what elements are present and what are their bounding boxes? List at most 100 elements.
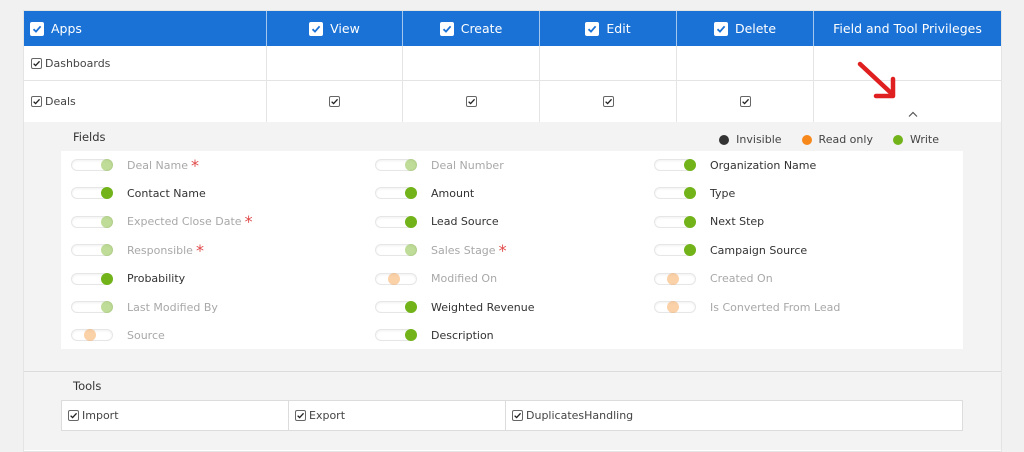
app-checkbox-dashboards[interactable] (31, 57, 42, 69)
toggle-knob[interactable] (388, 272, 400, 285)
toggle-knob[interactable] (101, 187, 113, 200)
toggle-knob[interactable] (684, 187, 696, 200)
field-privilege-toggle[interactable] (71, 301, 113, 313)
field-item: Modified On (375, 270, 497, 288)
toggle-knob[interactable] (405, 187, 417, 200)
field-privilege-toggle[interactable] (654, 244, 696, 257)
legend-invisible-label: Invisible (736, 133, 782, 146)
header-view[interactable]: View (267, 11, 403, 46)
toggle-knob[interactable] (101, 215, 113, 228)
toggle-knob[interactable] (405, 215, 417, 228)
field-privilege-toggle[interactable] (654, 215, 696, 228)
edit-select-all-checkbox[interactable] (585, 21, 600, 36)
field-label: Deal Number (431, 158, 504, 172)
header-apps-label: Apps (51, 21, 82, 36)
field-label: Created On (710, 272, 773, 286)
field-privilege-toggle[interactable] (375, 187, 417, 200)
toggle-knob[interactable] (667, 301, 679, 313)
toggle-knob[interactable] (84, 329, 96, 342)
field-item: Contact Name (71, 184, 206, 202)
required-asterisk: * (244, 212, 253, 232)
required-asterisk: * (195, 240, 204, 260)
field-item: Next Step (654, 213, 764, 231)
tool-item-export[interactable]: Export (289, 401, 506, 430)
field-item: Amount (375, 184, 474, 202)
field-label: Last Modified By (127, 300, 218, 314)
field-privilege-toggle[interactable] (71, 272, 113, 285)
view-select-all-checkbox[interactable] (309, 21, 324, 36)
delete-cell-dashboards (677, 46, 814, 80)
field-label: Sales Stage (431, 243, 496, 257)
field-label: Expected Close Date (127, 215, 242, 229)
field-privilege-toggle[interactable] (375, 301, 417, 313)
header-apps[interactable]: Apps (24, 11, 267, 46)
toggle-knob[interactable] (684, 215, 696, 228)
field-item: Sales Stage * (375, 240, 507, 260)
toggle-knob[interactable] (101, 159, 113, 171)
tool-label-import: Import (82, 409, 119, 422)
apps-select-all-checkbox[interactable] (30, 21, 44, 36)
fields-grid: Deal Name * Contact Name Expected Close Dat… (61, 151, 963, 349)
table-header: Apps View Create Edit Delete Field and T… (24, 11, 1001, 46)
toggle-knob[interactable] (684, 244, 696, 257)
tool-item-import[interactable]: Import (62, 401, 289, 430)
field-privilege-toggle[interactable] (654, 187, 696, 200)
header-delete[interactable]: Delete (677, 11, 814, 46)
toggle-knob[interactable] (405, 244, 417, 257)
read-only-dot-icon (801, 134, 812, 145)
field-privilege-toggle[interactable] (71, 215, 113, 228)
toggle-knob[interactable] (101, 272, 113, 285)
header-edit[interactable]: Edit (540, 11, 677, 46)
field-privilege-toggle[interactable] (71, 159, 113, 171)
toggle-knob[interactable] (667, 272, 679, 285)
write-dot-icon (892, 134, 903, 145)
header-delete-label: Delete (734, 21, 777, 36)
app-cell-deals[interactable]: Deals (24, 80, 267, 122)
delete-checkbox-deals[interactable] (739, 95, 751, 107)
field-privilege-toggle[interactable] (375, 244, 417, 257)
toggle-knob[interactable] (101, 244, 113, 257)
field-label: Weighted Revenue (431, 300, 535, 314)
table-row-dashboards: Dashboards (24, 46, 1001, 81)
field-label: Source (127, 328, 165, 342)
toggle-knob[interactable] (405, 329, 417, 342)
header-create[interactable]: Create (403, 11, 540, 46)
toggle-knob[interactable] (684, 159, 696, 171)
fields-section-title: Fields (73, 130, 106, 144)
invisible-dot-icon (719, 134, 730, 145)
field-privilege-toggle[interactable] (654, 301, 696, 313)
view-cell-deals (267, 80, 403, 122)
tool-checkbox-import[interactable] (68, 410, 79, 421)
field-item: Expected Close Date * (71, 212, 253, 232)
field-privilege-toggle[interactable] (375, 272, 417, 285)
field-privilege-toggle[interactable] (375, 329, 417, 342)
field-label: Probability (127, 272, 186, 286)
field-privilege-toggle[interactable] (71, 329, 113, 342)
field-privilege-toggle[interactable] (71, 244, 113, 257)
view-checkbox-deals[interactable] (329, 95, 340, 107)
field-privilege-toggle[interactable] (654, 272, 696, 285)
field-label: Modified On (431, 272, 498, 286)
tool-checkbox-duplicates[interactable] (512, 410, 523, 421)
create-select-all-checkbox[interactable] (439, 21, 454, 36)
toggle-knob[interactable] (405, 301, 417, 313)
app-checkbox-deals[interactable] (31, 95, 42, 107)
delete-select-all-checkbox[interactable] (713, 21, 728, 36)
legend-read-only: Read only (801, 133, 873, 146)
field-privilege-toggle[interactable] (375, 215, 417, 228)
tool-item-duplicates[interactable]: DuplicatesHandling (506, 401, 962, 430)
field-item: Deal Name * (71, 156, 199, 175)
field-privilege-toggle[interactable] (375, 159, 417, 171)
toggle-knob[interactable] (405, 159, 417, 171)
chevron-up-icon[interactable] (907, 108, 919, 117)
edit-checkbox-deals[interactable] (602, 95, 614, 107)
required-asterisk: * (498, 240, 507, 260)
create-checkbox-deals[interactable] (465, 95, 477, 107)
app-cell-dashboards[interactable]: Dashboards (24, 46, 267, 80)
field-item: Campaign Source (654, 241, 807, 259)
delete-cell-deals (677, 80, 814, 122)
tool-checkbox-export[interactable] (295, 410, 306, 421)
field-privilege-toggle[interactable] (71, 187, 113, 200)
field-privilege-toggle[interactable] (654, 159, 696, 171)
toggle-knob[interactable] (101, 301, 113, 313)
